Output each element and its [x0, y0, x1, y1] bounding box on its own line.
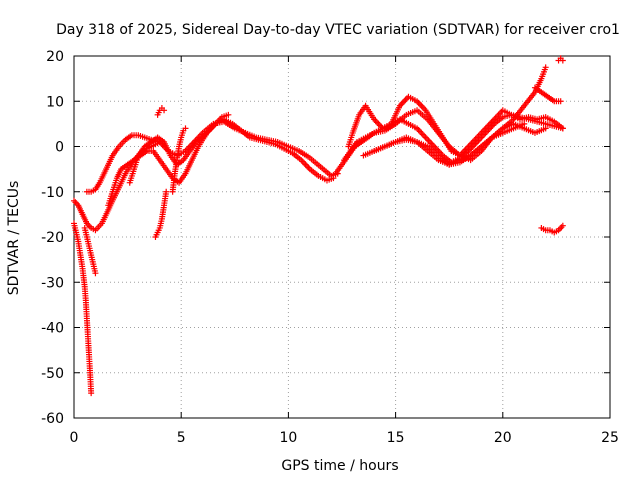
- y-tick-label: 10: [46, 94, 64, 110]
- data-series-arc-9: [169, 125, 189, 195]
- y-tick-label: -40: [41, 321, 64, 337]
- data-point: [163, 188, 170, 195]
- data-series-arc-16: [538, 222, 566, 236]
- data-point: [92, 270, 99, 277]
- x-tick-label: 5: [177, 430, 186, 446]
- y-tick-label: 0: [55, 140, 64, 156]
- data-marks: [71, 55, 566, 397]
- chart-title: Day 318 of 2025, Sidereal Day-to-day VTE…: [56, 22, 620, 38]
- data-point: [559, 125, 566, 132]
- data-point: [225, 111, 232, 118]
- data-point: [161, 107, 168, 114]
- y-tick-label: -20: [41, 230, 64, 246]
- x-tick-label: 20: [494, 430, 512, 446]
- x-axis-label: GPS time / hours: [281, 458, 398, 474]
- data-point: [521, 120, 528, 127]
- y-tick-label: -30: [41, 275, 64, 291]
- x-tick-label: 25: [601, 430, 619, 446]
- data-point: [559, 222, 566, 229]
- x-tick-label: 10: [279, 430, 297, 446]
- data-point: [542, 125, 549, 132]
- y-tick-label: -60: [41, 411, 64, 427]
- data-series-arc-6: [126, 111, 232, 186]
- data-series-arc-3: [81, 224, 99, 277]
- data-series-arc-2: [71, 220, 95, 397]
- y-tick-label: -50: [41, 366, 64, 382]
- axis-ticks: 0 5 10 15 20 25 -60 -50 -40 -30 -20 -10 0 10 20: [41, 49, 619, 446]
- x-tick-label: 0: [70, 430, 79, 446]
- data-point: [559, 57, 566, 64]
- data-series-arc-4: [83, 118, 341, 195]
- y-tick-label: 20: [46, 49, 64, 65]
- data-series-arc-7: [152, 188, 170, 240]
- data-point: [88, 390, 95, 397]
- data-point: [182, 125, 189, 132]
- data-series-arc-14: [371, 120, 528, 168]
- x-tick-label: 15: [387, 430, 405, 446]
- data-series-arc-5: [105, 116, 337, 209]
- y-axis-label: SDTVAR / TECUs: [6, 181, 22, 296]
- data-series-arc-11: [345, 93, 566, 159]
- data-series-arc-17: [555, 55, 566, 64]
- data-series-arc-8: [154, 105, 168, 118]
- data-point: [557, 98, 564, 105]
- data-point: [542, 64, 549, 71]
- data-point: [330, 175, 337, 182]
- y-tick-label: -10: [41, 185, 64, 201]
- data-series-arc-15: [531, 84, 564, 105]
